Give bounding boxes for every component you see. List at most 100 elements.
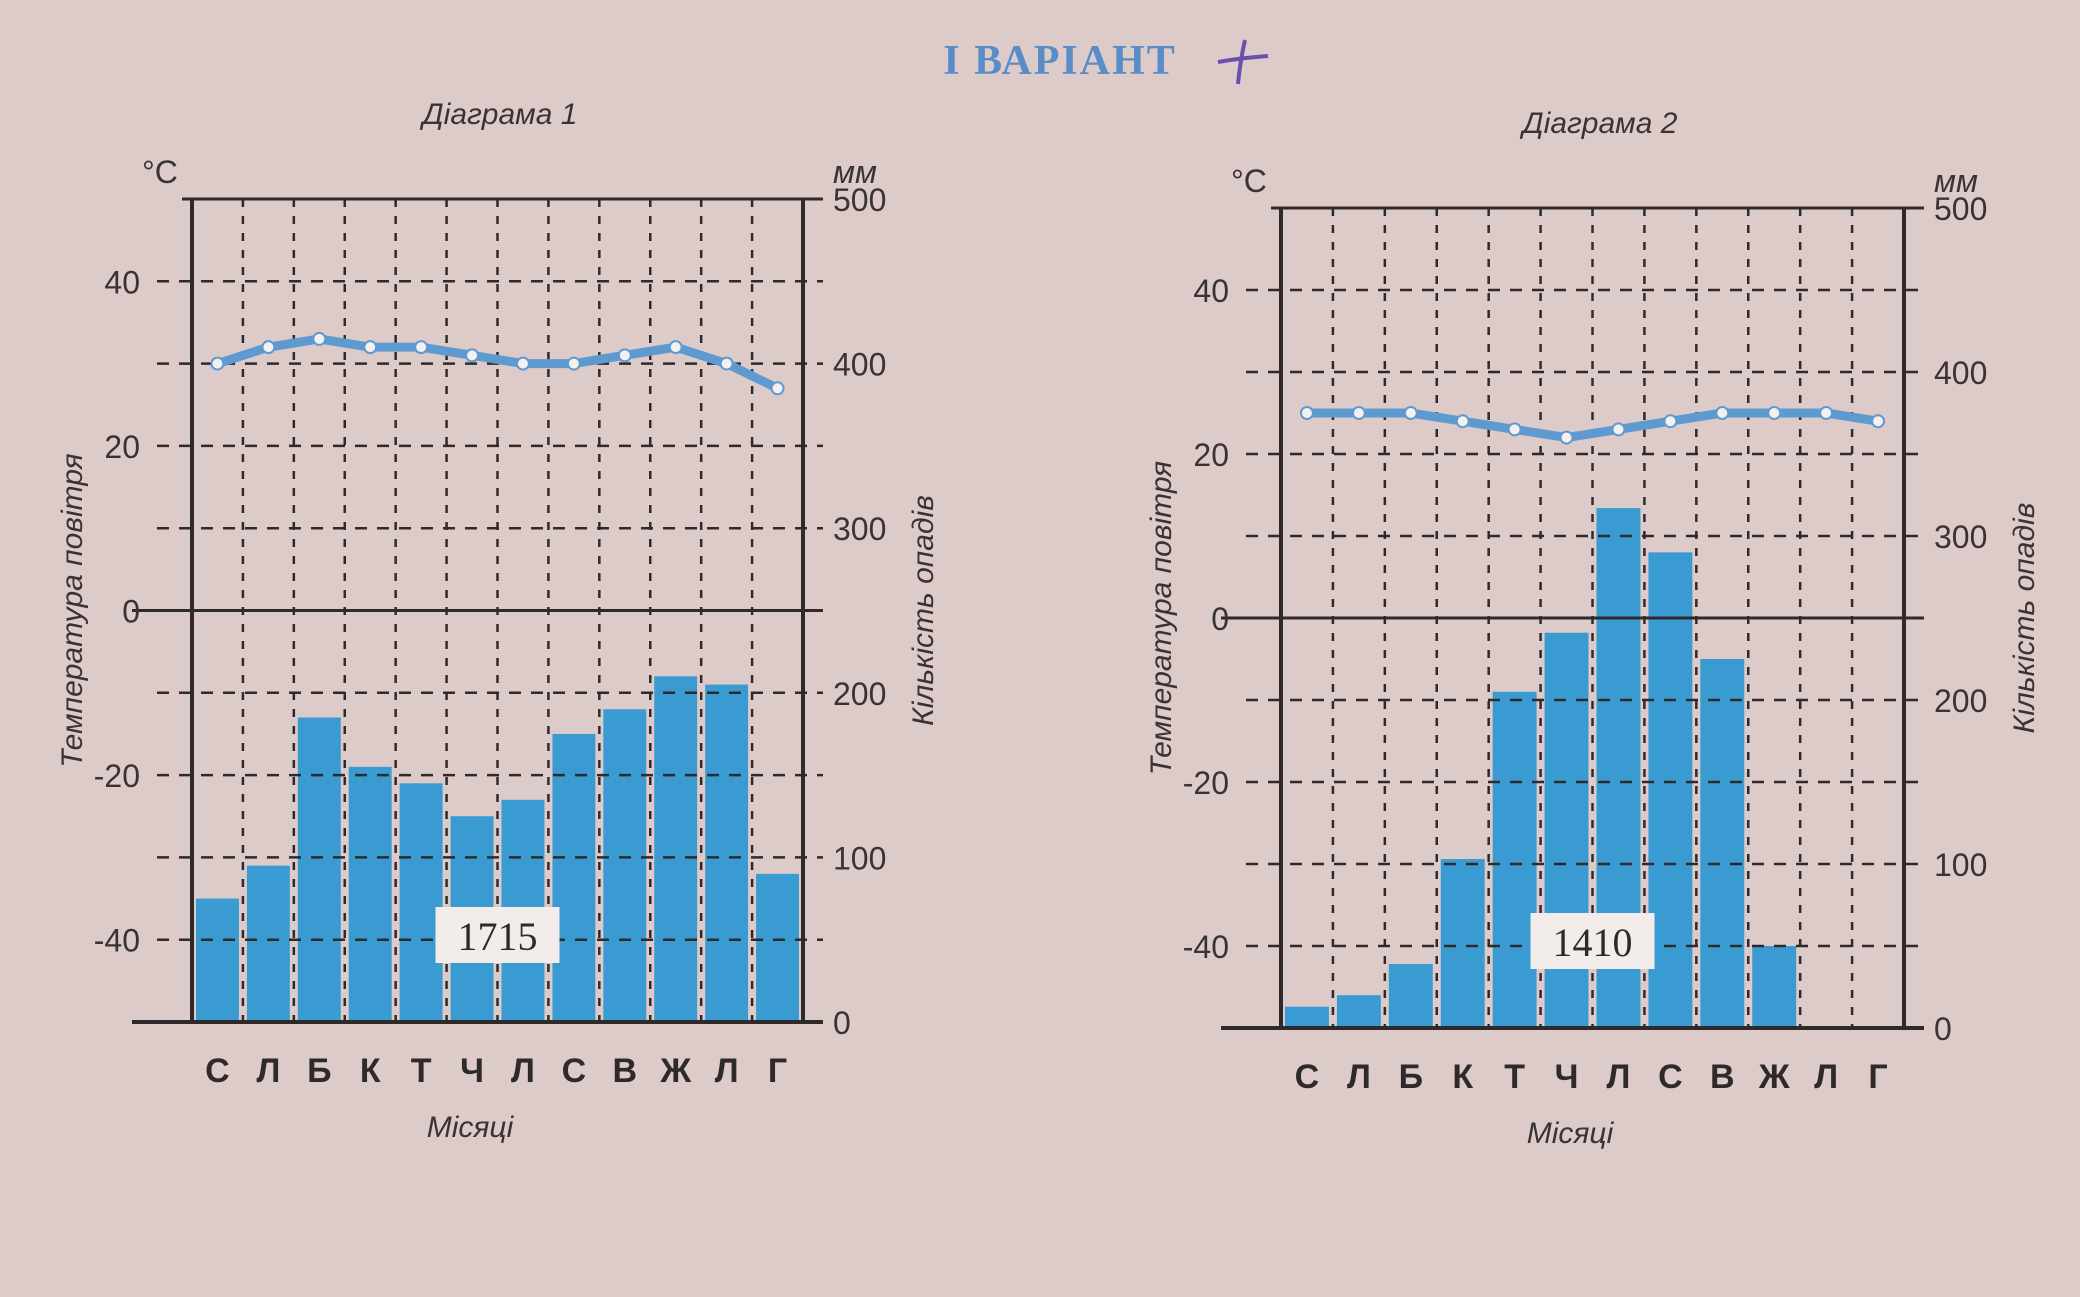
- precipitation-bar: [1700, 659, 1745, 1028]
- precipitation-bar: [196, 898, 239, 1022]
- temperature-point: [261, 340, 276, 355]
- left-tick-label: 20: [104, 429, 140, 465]
- temperature-point: [414, 340, 429, 355]
- precipitation-bar: [1648, 552, 1693, 1028]
- temperature-point: [1455, 414, 1470, 429]
- total-label-box: [1530, 913, 1655, 969]
- temperature-point: [210, 356, 225, 371]
- month-label: Ч: [1555, 1058, 1579, 1096]
- precipitation-bar: [348, 766, 392, 1022]
- chart-title: Діаграма 2: [1520, 107, 1678, 140]
- precipitation-bar: [603, 709, 647, 1022]
- temperature-point: [515, 356, 530, 371]
- temperature-point: [770, 381, 785, 396]
- temperature-point: [465, 348, 480, 363]
- left-axis-title: Температура повітря: [1145, 461, 1178, 775]
- month-label: Л: [1814, 1058, 1838, 1096]
- right-tick-label: 0: [1934, 1011, 1952, 1047]
- temperature-point: [1715, 406, 1730, 420]
- right-tick-label: 400: [1934, 355, 1987, 391]
- temperature-point: [1871, 414, 1886, 429]
- precipitation-bar: [1440, 859, 1485, 1028]
- right-tick-label: 400: [833, 347, 886, 383]
- temperature-point: [312, 331, 327, 346]
- temperature-point: [1351, 406, 1366, 420]
- total-precipitation-label: 1410: [1553, 920, 1633, 965]
- temperature-point: [566, 356, 581, 371]
- temperature-line: [216, 334, 780, 393]
- left-tick-label: -20: [94, 758, 140, 794]
- right-tick-label: 200: [833, 676, 886, 712]
- temperature-point: [1403, 406, 1418, 420]
- month-label: Г: [768, 1052, 787, 1090]
- right-tick-label: 300: [1934, 519, 1987, 555]
- month-label: Л: [1347, 1058, 1371, 1096]
- month-label: С: [1658, 1058, 1683, 1096]
- precipitation-bar: [246, 865, 290, 1022]
- month-label: Л: [256, 1052, 280, 1090]
- left-tick-label: 0: [1211, 601, 1229, 637]
- month-label: С: [205, 1052, 230, 1090]
- month-label: С: [562, 1052, 587, 1090]
- left-tick-label: 0: [122, 594, 140, 630]
- left-tick-label: 40: [104, 264, 140, 300]
- month-label: Ч: [460, 1052, 484, 1090]
- precipitation-bar: [552, 733, 596, 1022]
- month-label: В: [613, 1052, 638, 1090]
- precipitation-bar: [1388, 964, 1433, 1028]
- right-tick-label: 500: [833, 182, 886, 218]
- temperature-point: [1819, 406, 1834, 420]
- right-tick-label: 100: [1934, 847, 1987, 883]
- right-tick-label: 300: [833, 511, 886, 547]
- right-axis-title: Кількість опадів: [907, 495, 940, 726]
- left-tick-label: 40: [1193, 273, 1229, 309]
- precipitation-bar: [1752, 946, 1797, 1028]
- x-axis-title: Місяці: [1527, 1117, 1615, 1150]
- precipitation-bar: [654, 676, 698, 1022]
- right-tick-label: 0: [833, 1005, 851, 1041]
- right-axis-title: Кількість опадів: [2008, 503, 2041, 734]
- precipitation-bar: [1492, 691, 1537, 1028]
- month-label: Б: [1399, 1058, 1423, 1096]
- temperature-point: [1611, 422, 1626, 437]
- left-tick-label: -20: [1183, 765, 1229, 801]
- left-tick-label: 20: [1193, 437, 1229, 473]
- unit-right: мм: [833, 154, 877, 190]
- month-label: К: [1452, 1058, 1473, 1096]
- climate-chart-1: Діаграма 1°C мм171540200-20-4050040030020…: [56, 98, 940, 1144]
- temperature-point: [719, 356, 734, 371]
- right-tick-label: 100: [833, 840, 886, 876]
- month-label: Л: [715, 1052, 739, 1090]
- climate-chart-2: Діаграма 2°C мм141040200-20-4050040030020…: [1145, 107, 2041, 1150]
- right-tick-label: 500: [1934, 191, 1987, 227]
- precipitation-bar: [1285, 1006, 1329, 1028]
- page-title: І ВАРІАНТ: [943, 38, 1177, 84]
- month-label: В: [1710, 1058, 1735, 1096]
- month-label: Г: [1868, 1058, 1887, 1096]
- handwritten-plus-mark: [1217, 39, 1269, 85]
- month-label: Л: [511, 1052, 535, 1090]
- temperature-point: [1299, 406, 1314, 420]
- temperature-line: [1306, 408, 1879, 443]
- total-label-box: [435, 907, 560, 963]
- temperature-point: [668, 340, 683, 355]
- month-label: Б: [307, 1052, 331, 1090]
- left-axis-title: Температура повітря: [56, 453, 89, 767]
- precipitation-bar: [1336, 995, 1381, 1028]
- month-label: Т: [411, 1052, 432, 1090]
- month-label: К: [360, 1052, 381, 1090]
- total-precipitation-label: 1715: [458, 914, 538, 959]
- temperature-point: [1507, 422, 1522, 437]
- month-label: С: [1295, 1058, 1320, 1096]
- unit-right: мм: [1934, 163, 1978, 199]
- month-label: Л: [1607, 1058, 1631, 1096]
- x-axis-title: Місяці: [427, 1111, 515, 1144]
- unit-left: °C: [1231, 163, 1267, 199]
- precipitation-bar: [297, 717, 341, 1022]
- chart-title: Діаграма 1: [420, 98, 578, 131]
- month-label: Ж: [659, 1052, 691, 1090]
- precipitation-bar: [399, 783, 443, 1022]
- temperature-point: [1767, 406, 1782, 420]
- left-tick-label: -40: [94, 923, 140, 959]
